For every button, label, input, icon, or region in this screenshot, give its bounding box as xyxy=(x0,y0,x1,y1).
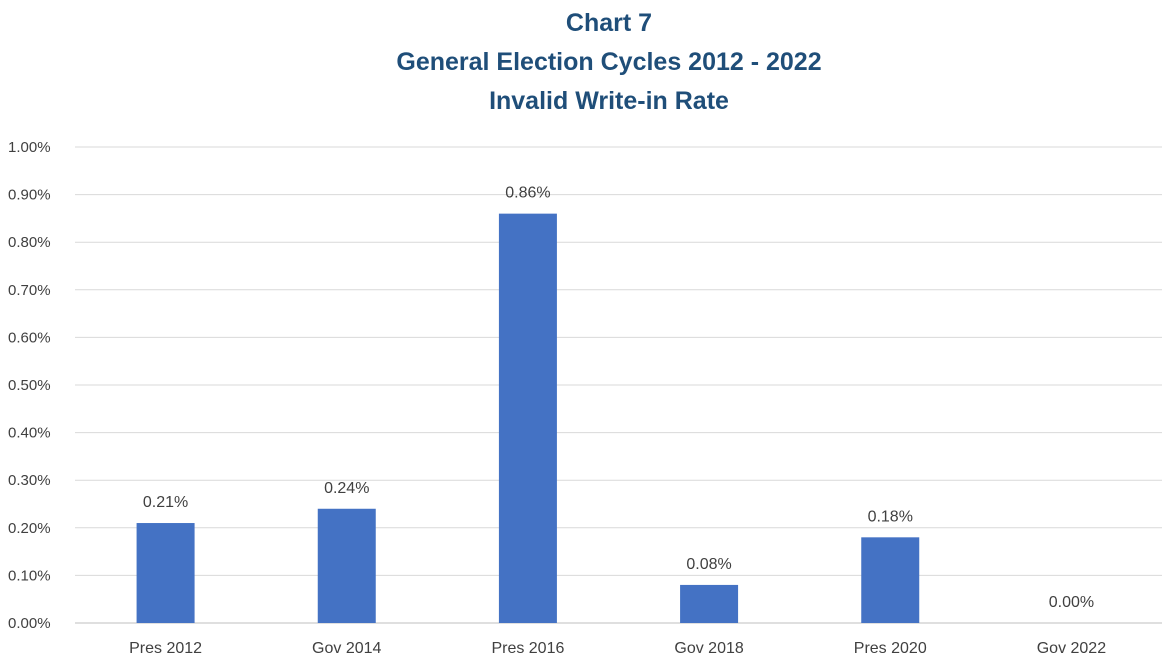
data-label: 0.18% xyxy=(868,508,913,525)
x-category-label: Gov 2018 xyxy=(674,640,743,657)
x-category-label: Pres 2020 xyxy=(854,640,927,657)
y-tick-label: 0.90% xyxy=(8,187,51,204)
y-tick-label: 0.30% xyxy=(8,472,51,489)
data-label: 0.21% xyxy=(143,494,188,511)
y-tick-label: 0.40% xyxy=(8,425,51,442)
y-tick-label: 0.70% xyxy=(8,282,51,299)
chart-title-block: Chart 7 General Election Cycles 2012 - 2… xyxy=(0,4,1162,121)
y-tick-label: 0.10% xyxy=(8,567,51,584)
data-label: 0.86% xyxy=(505,185,550,202)
y-tick-label: 0.20% xyxy=(8,520,51,537)
x-category-label: Gov 2014 xyxy=(312,640,381,657)
bar xyxy=(317,508,376,623)
x-category-label: Pres 2016 xyxy=(491,640,564,657)
chart-subtitle: General Election Cycles 2012 - 2022 xyxy=(396,48,822,76)
y-tick-label: 0.80% xyxy=(8,234,51,251)
y-tick-label: 1.00% xyxy=(8,139,51,156)
bar xyxy=(680,584,739,623)
y-tick-label: 0.00% xyxy=(8,615,51,632)
bar xyxy=(136,523,195,623)
chart-title: Chart 7 xyxy=(565,9,653,37)
x-category-label: Gov 2022 xyxy=(1037,640,1106,657)
x-category-label: Pres 2012 xyxy=(129,640,202,657)
y-tick-label: 0.50% xyxy=(8,377,51,394)
data-label: 0.24% xyxy=(324,480,369,497)
data-label: 0.08% xyxy=(686,556,731,573)
chart-subtitle-2: Invalid Write-in Rate xyxy=(489,87,729,115)
bar xyxy=(861,537,920,623)
bar xyxy=(498,213,557,623)
y-tick-label: 0.60% xyxy=(8,329,51,346)
data-label: 0.00% xyxy=(1049,594,1094,611)
